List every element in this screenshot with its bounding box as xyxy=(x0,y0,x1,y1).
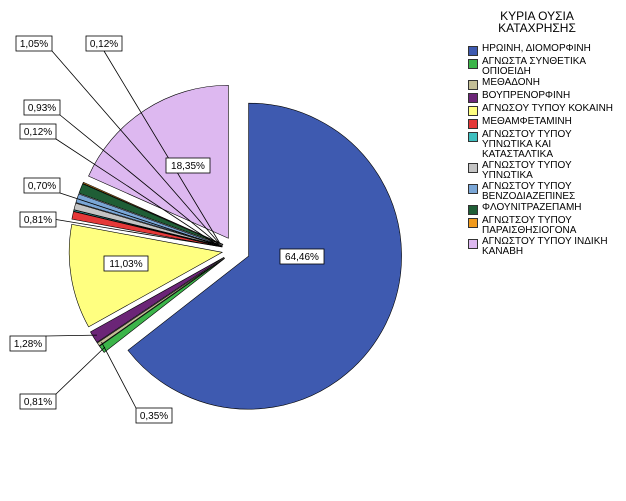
data-label: 0,81% xyxy=(24,215,52,226)
legend-item: ΑΓΝΩΣΤΟΥ ΤΥΠΟΥ ΥΠΝΩΤΙΚΑ ΚΑΙ ΚΑΤΑΣΤΑΛΤΙΚΑ xyxy=(468,130,624,160)
legend-label: ΑΓΝΩΣΤΟΥ ΤΥΠΟΥ ΥΠΝΩΤΙΚΑ ΚΑΙ ΚΑΤΑΣΤΑΛΤΙΚΑ xyxy=(482,129,572,160)
data-label-box xyxy=(23,177,61,194)
data-label: 0,12% xyxy=(24,127,52,138)
legend-swatch xyxy=(468,80,478,90)
legend-label: ΑΓΝΩΣΤΟΥ ΤΥΠΟΥ ΙΝΔΙΚΗ ΚΑΝΑΒΗ xyxy=(482,236,608,257)
data-label-box xyxy=(135,407,173,424)
legend-swatch xyxy=(468,132,478,142)
legend-swatch xyxy=(468,205,478,215)
legend-label: ΦΛΟΥΝΙΤΡΑΖΕΠΑΜΗ xyxy=(482,202,582,213)
pie-slice xyxy=(99,258,225,353)
callout-line xyxy=(59,114,220,245)
callout-line xyxy=(55,346,106,395)
legend-label: ΜΕΘΑΔΟΝΗ xyxy=(482,77,540,88)
pie-slice xyxy=(96,257,225,347)
legend-label: ΑΓΝΩΤΣΟΥ ΤΥΠΟΥ ΠΑΡΑΙΣΘΗΣΙΟΓΟΝΑ xyxy=(482,215,577,236)
legend-label: ΑΓΝΩΣΟΥ ΤΥΠΟΥ ΚΟΚΑΙΝΗ xyxy=(482,103,614,114)
data-label: 0,70% xyxy=(28,181,56,192)
legend-item: ΑΓΝΩΤΣΟΥ ΤΥΠΟΥ ΠΑΡΑΙΣΘΗΣΙΟΓΟΝΑ xyxy=(468,216,624,236)
data-label: 1,28% xyxy=(14,339,42,350)
data-label-box xyxy=(19,123,57,140)
data-label: 64,46% xyxy=(285,252,319,263)
data-label-box xyxy=(23,99,61,116)
legend-swatch xyxy=(468,218,478,228)
data-label: 11,03% xyxy=(109,259,142,270)
legend-item: ΜΕΘΑΜΦΕΤΑΜΙΝΗ xyxy=(468,117,624,129)
legend-swatch xyxy=(468,46,478,56)
callout-line xyxy=(103,50,220,243)
legend-item: ΑΓΝΩΣΤΟΥ ΤΥΠΟΥ ΥΠΝΩΤΙΚΑ xyxy=(468,161,624,181)
legend-label: ΜΕΘΑΜΦΕΤΑΜΙΝΗ xyxy=(482,116,572,127)
legend-swatch xyxy=(468,59,478,69)
legend-title: ΚΥΡΙΑ ΟΥΣΙΑ ΚΑΤΑΧΡΗΣΗΣ xyxy=(498,9,576,35)
pie-slice xyxy=(90,257,225,343)
data-label-box xyxy=(15,35,53,52)
pie-slice xyxy=(71,211,223,248)
data-label: 1,05% xyxy=(20,39,48,50)
legend-item: ΒΟΥΠΡΕΝΟΡΦΙΝΗ xyxy=(468,91,624,103)
legend-item: ΑΓΝΩΣΟΥ ΤΥΠΟΥ ΚΟΚΑΙΝΗ xyxy=(468,104,624,116)
data-label-box xyxy=(19,393,57,410)
callout-line xyxy=(55,138,219,247)
legend: ΚΥΡΙΑ ΟΥΣΙΑ ΚΑΤΑΧΡΗΣΗΣ ΗΡΩΙΝΗ, ΔΙΟΜΟΡΦΙΝ… xyxy=(468,10,624,258)
legend-item: ΑΓΝΩΣΤΟΥ ΤΥΠΟΥ ΙΝΔΙΚΗ ΚΑΝΑΒΗ xyxy=(468,237,624,257)
legend-label: ΗΡΩΙΝΗ, ΔΙΟΜΟΡΦΙΝΗ xyxy=(482,43,591,54)
legend-label: ΑΓΝΩΣΤΟΥ ΤΥΠΟΥ ΥΠΝΩΤΙΚΑ xyxy=(482,160,572,181)
legend-label: ΒΟΥΠΡΕΝΟΡΦΙΝΗ xyxy=(482,90,571,101)
data-label: 0,35% xyxy=(140,411,168,422)
data-label-box xyxy=(103,255,149,272)
data-label: 0,81% xyxy=(24,397,52,408)
legend-swatch xyxy=(468,119,478,129)
data-label-box xyxy=(19,211,57,228)
legend-swatch xyxy=(468,106,478,116)
pie-slice xyxy=(82,181,224,245)
legend-swatch xyxy=(468,184,478,194)
legend-swatch xyxy=(468,239,478,249)
pie-slice xyxy=(73,202,223,247)
legend-item: ΑΓΝΩΣΤΟΥ ΤΥΠΟΥ ΒΕΝΖΟΔΙΑΖΕΠΙΝΕΣ xyxy=(468,182,624,202)
legend-item: ΑΓΝΩΣΤΑ ΣΥΝΘΕΤΙΚΑ ΟΠΙΟΕΙΔΗ xyxy=(468,57,624,77)
pie-slice xyxy=(68,223,224,328)
pie-slice xyxy=(73,209,223,247)
legend-swatch xyxy=(468,93,478,103)
legend-item: ΦΛΟΥΝΙΤΡΑΖΕΠΑΜΗ xyxy=(468,203,624,215)
data-label-box xyxy=(279,248,325,265)
callout-line xyxy=(55,219,219,247)
legend-label: ΑΓΝΩΣΤΑ ΣΥΝΘΕΤΙΚΑ ΟΠΙΟΕΙΔΗ xyxy=(482,56,586,77)
data-label: 0,93% xyxy=(28,103,56,114)
callout-line xyxy=(45,334,98,337)
data-label: 0,12% xyxy=(90,39,118,50)
callout-line xyxy=(101,341,137,409)
legend-label: ΑΓΝΩΣΤΟΥ ΤΥΠΟΥ ΒΕΝΖΟΔΙΑΖΕΠΙΝΕΣ xyxy=(482,181,576,202)
pie-slice xyxy=(127,102,402,410)
data-label: 18,35% xyxy=(171,161,205,172)
callout-line xyxy=(51,50,220,244)
legend-swatch xyxy=(468,163,478,173)
legend-item: ΗΡΩΙΝΗ, ΔΙΟΜΟΡΦΙΝΗ xyxy=(468,44,624,56)
callout-line xyxy=(59,192,219,246)
pie-slice xyxy=(78,183,224,246)
data-label-box xyxy=(9,335,47,352)
data-label-box xyxy=(85,35,123,52)
legend-item: ΜΕΘΑΔΟΝΗ xyxy=(468,78,624,90)
pie-slice xyxy=(75,193,223,246)
data-label-box xyxy=(165,157,211,174)
